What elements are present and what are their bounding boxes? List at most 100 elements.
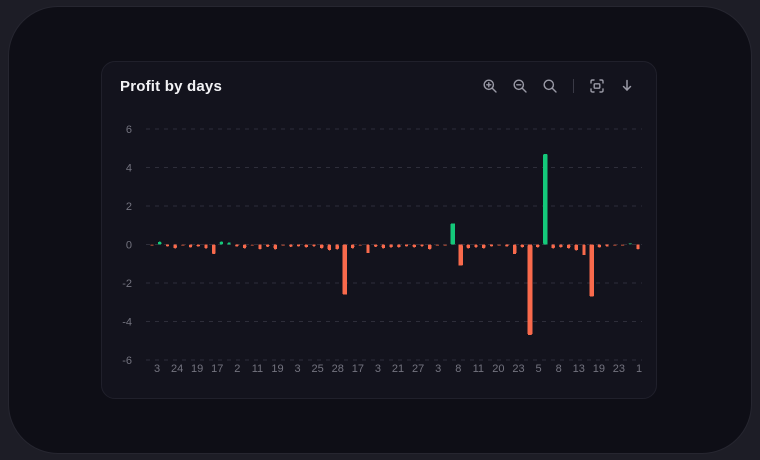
bar[interactable]: [281, 244, 285, 247]
bar[interactable]: [196, 244, 200, 247]
bar[interactable]: [266, 244, 270, 247]
bar[interactable]: [543, 154, 548, 245]
bar[interactable]: [620, 244, 625, 247]
bar[interactable]: [235, 244, 239, 247]
card-header: Profit by days: [102, 62, 656, 110]
x-tick-label: 19: [191, 363, 203, 375]
x-tick-label: 3: [435, 363, 441, 375]
bar[interactable]: [273, 244, 278, 250]
bar[interactable]: [158, 241, 162, 245]
zoom-out-icon: [513, 79, 527, 93]
x-tick-label: 21: [392, 363, 404, 375]
y-tick-label: -2: [122, 278, 132, 290]
bar[interactable]: [597, 244, 602, 248]
bar[interactable]: [589, 244, 595, 297]
bar[interactable]: [335, 244, 339, 250]
bar[interactable]: [389, 244, 393, 248]
x-tick-label: 8: [455, 363, 461, 375]
bar[interactable]: [366, 244, 370, 254]
x-tick-label: 13: [573, 363, 585, 375]
x-tick-label: 23: [512, 363, 524, 375]
y-tick-label: -4: [122, 317, 132, 329]
bar[interactable]: [505, 244, 509, 247]
profit-chart-card: Profit by days: [101, 61, 657, 399]
bar[interactable]: [482, 244, 486, 249]
bar[interactable]: [173, 244, 177, 249]
y-tick-label: 2: [126, 201, 132, 213]
bar[interactable]: [458, 244, 463, 266]
bar[interactable]: [404, 244, 409, 247]
x-tick-label: 28: [332, 363, 344, 375]
bar[interactable]: [374, 244, 378, 247]
download-button[interactable]: [616, 75, 638, 97]
bar[interactable]: [566, 244, 571, 249]
bar[interactable]: [327, 244, 332, 251]
bar[interactable]: [489, 244, 494, 247]
chart-toolbar: [479, 75, 638, 97]
x-tick-label: 25: [312, 363, 324, 375]
chart-title: Profit by days: [120, 77, 222, 95]
bar[interactable]: [435, 244, 440, 247]
x-tick-label: 3: [295, 363, 301, 375]
bar[interactable]: [165, 244, 170, 247]
bar[interactable]: [320, 244, 324, 249]
bar[interactable]: [312, 244, 316, 247]
zoom-in-icon: [483, 79, 497, 93]
bar[interactable]: [450, 223, 456, 245]
bar[interactable]: [258, 244, 262, 250]
bar[interactable]: [520, 244, 524, 248]
bar[interactable]: [296, 244, 301, 247]
zoom-in-button[interactable]: [479, 75, 501, 97]
bar[interactable]: [466, 244, 470, 249]
bar[interactable]: [512, 244, 517, 255]
bar[interactable]: [219, 241, 224, 245]
bar[interactable]: [150, 244, 154, 247]
x-tick-label: 27: [412, 363, 424, 375]
x-tick-label: 19: [593, 363, 605, 375]
bar[interactable]: [188, 244, 193, 248]
bar[interactable]: [289, 244, 293, 247]
bar[interactable]: [605, 244, 609, 247]
x-tick-label: 8: [556, 363, 562, 375]
bar[interactable]: [212, 244, 216, 255]
bar[interactable]: [443, 244, 447, 247]
y-tick-label: 0: [126, 240, 132, 252]
y-tick-label: 6: [126, 124, 132, 136]
bar[interactable]: [420, 244, 424, 247]
bar[interactable]: [574, 244, 578, 251]
selection-zoom-button[interactable]: [539, 75, 561, 97]
bar[interactable]: [227, 242, 231, 245]
bar[interactable]: [497, 244, 501, 247]
bar[interactable]: [527, 244, 533, 335]
bar[interactable]: [358, 244, 362, 247]
x-tick-label: 2: [234, 363, 240, 375]
x-tick-label: 3: [154, 363, 160, 375]
bar[interactable]: [551, 244, 555, 249]
bar[interactable]: [350, 244, 355, 249]
bar[interactable]: [613, 244, 617, 247]
bar[interactable]: [628, 243, 632, 245]
bar[interactable]: [536, 244, 540, 248]
reset-zoom-icon: [590, 79, 604, 93]
bar[interactable]: [250, 244, 254, 247]
bar[interactable]: [381, 244, 386, 249]
x-tick-label: 3: [375, 363, 381, 375]
bar[interactable]: [242, 244, 247, 249]
zoom-out-button[interactable]: [509, 75, 531, 97]
y-tick-label: -6: [122, 355, 132, 367]
bar[interactable]: [412, 244, 416, 248]
bar[interactable]: [582, 244, 586, 256]
bar[interactable]: [304, 244, 308, 248]
bar[interactable]: [342, 244, 348, 295]
bar[interactable]: [559, 244, 563, 248]
bar[interactable]: [428, 244, 432, 250]
bar[interactable]: [397, 244, 401, 248]
bar[interactable]: [474, 244, 478, 248]
bar[interactable]: [204, 244, 208, 249]
download-icon: [622, 79, 632, 91]
x-tick-label: 11: [252, 363, 263, 375]
bar[interactable]: [181, 244, 185, 247]
bar[interactable]: [636, 244, 640, 250]
reset-zoom-button[interactable]: [586, 75, 608, 97]
